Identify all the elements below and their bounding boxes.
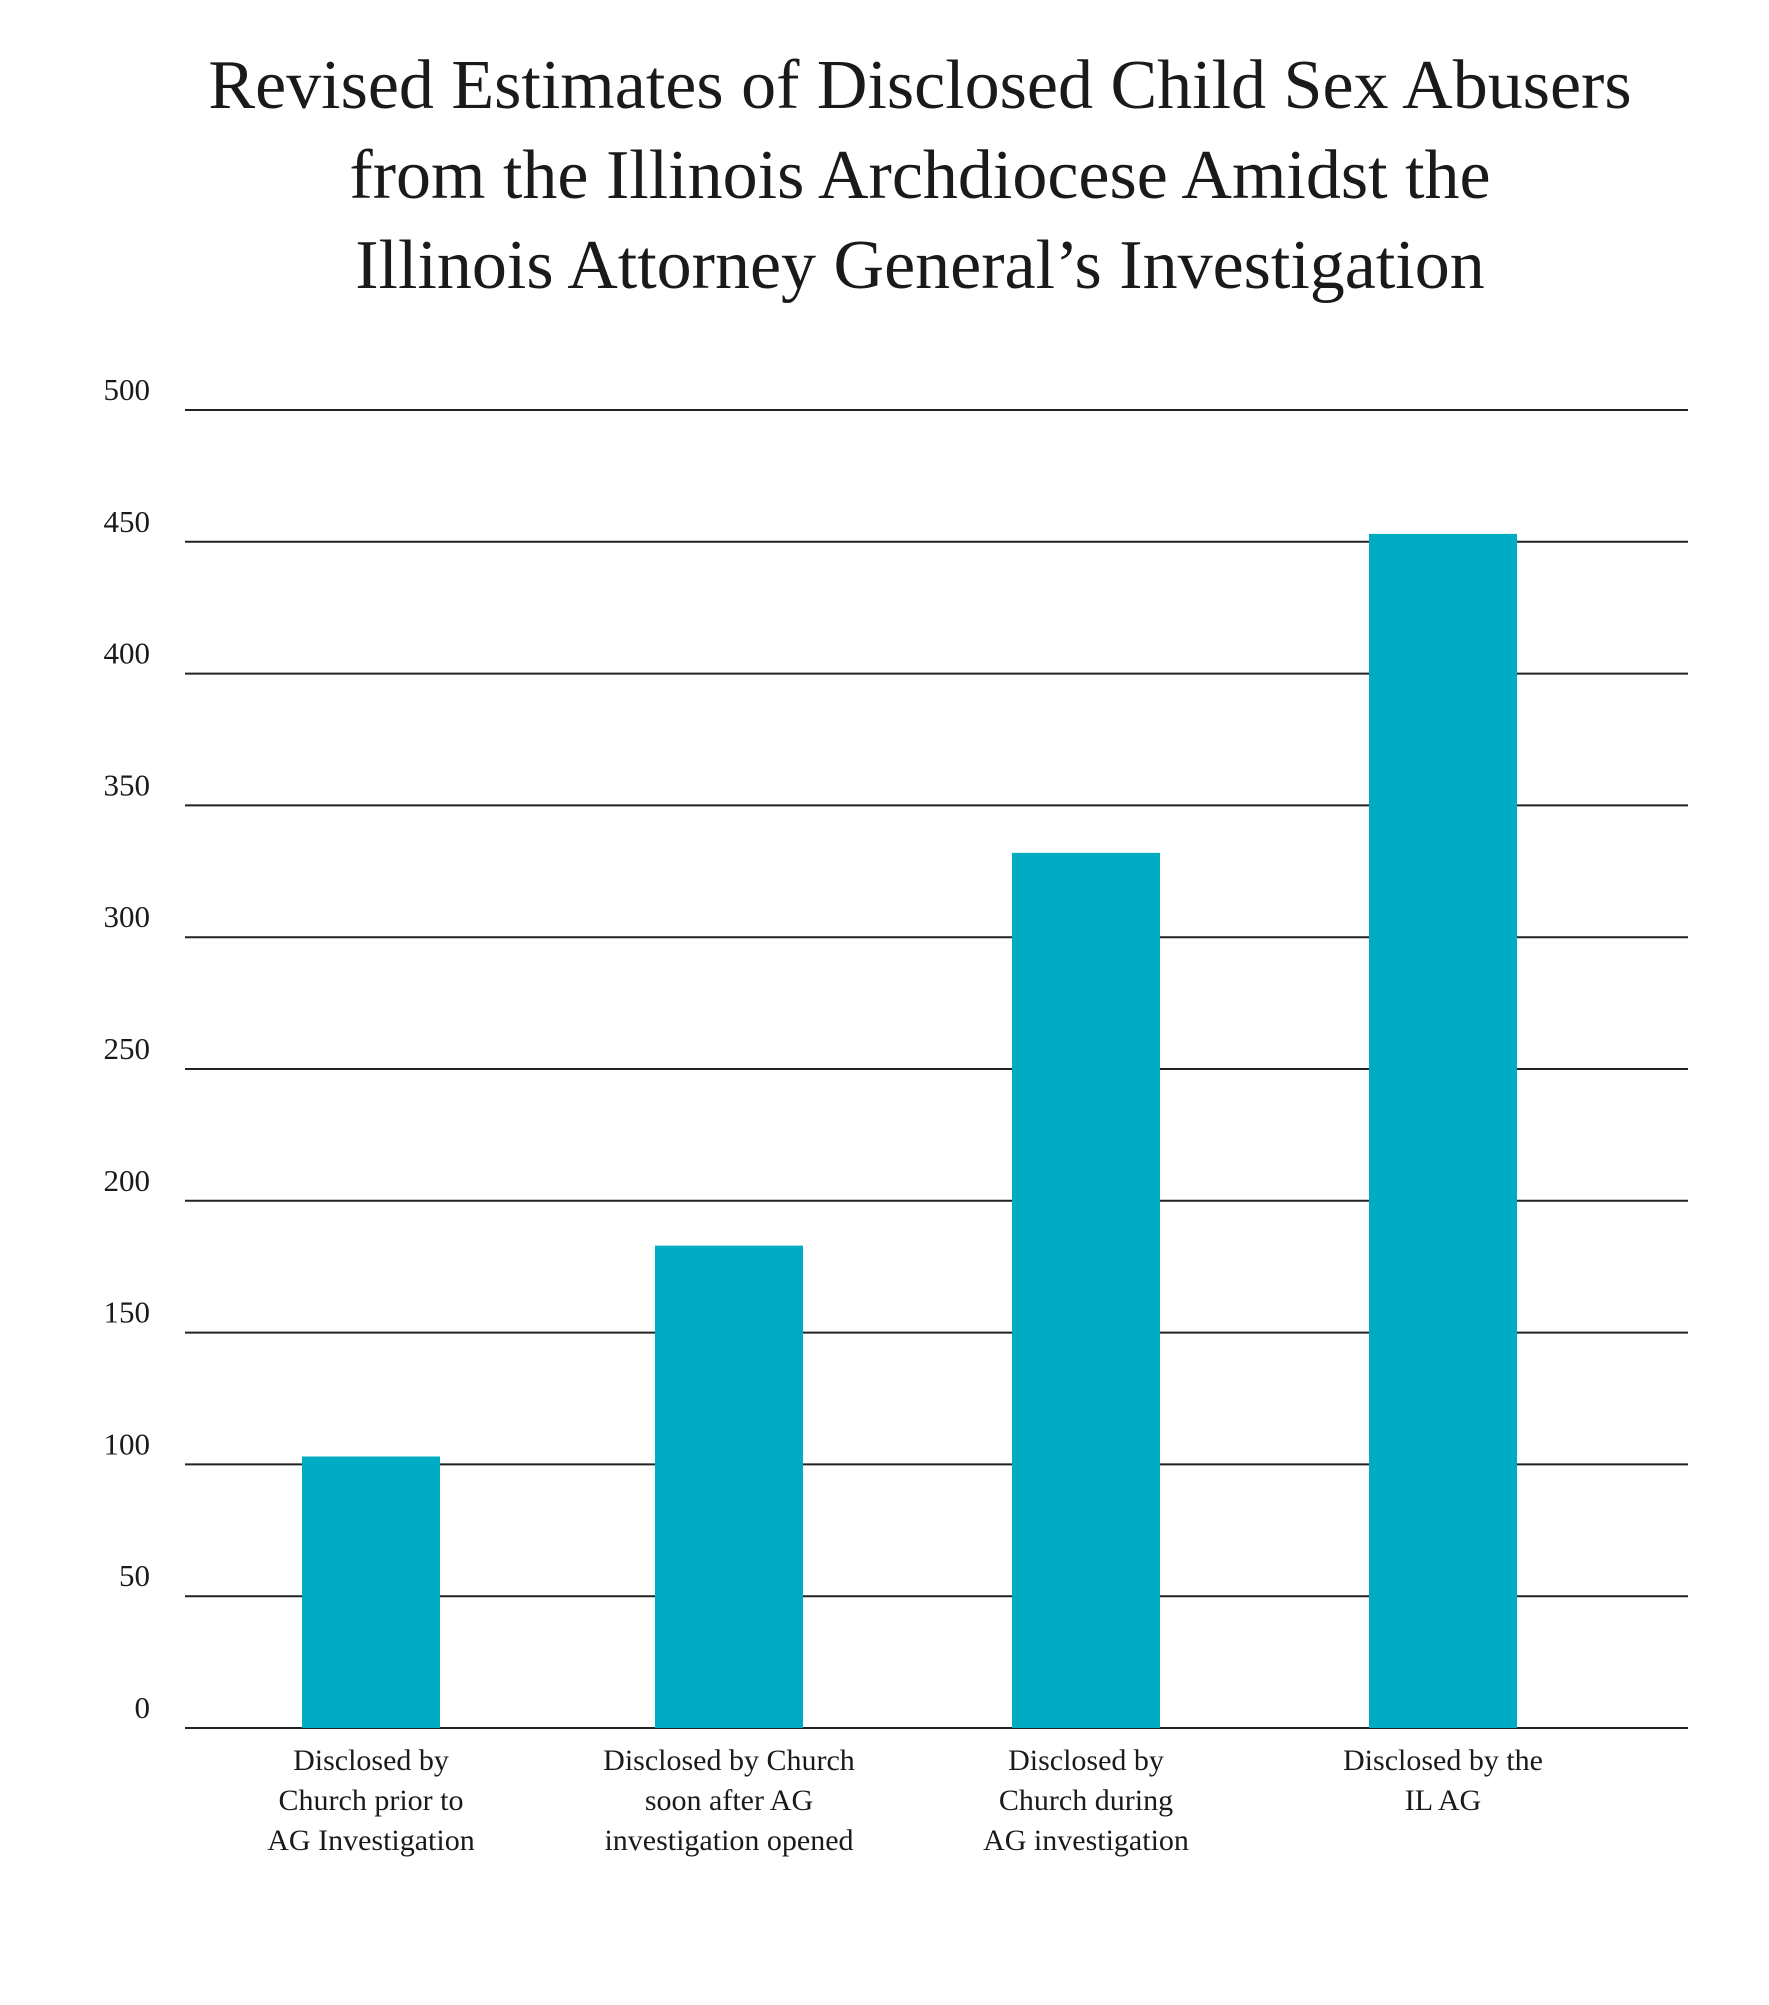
x-category-label-1: Disclosed by Church prior to AG Investigat… <box>267 1744 474 1857</box>
bar-1 <box>302 1456 440 1728</box>
x-category-label-2: Disclosed by Church soon after AG investig… <box>603 1744 855 1857</box>
y-tick-label-50: 50 <box>119 1558 150 1593</box>
x-category-label-3: Disclosed by Church during AG investigatio… <box>983 1744 1189 1857</box>
x-axis-categories: Disclosed by Church prior to AG Investigat… <box>267 1744 1543 1857</box>
y-axis-ticks: 0 50 100 150 200 250 300 350 400 450 500 <box>104 372 151 1725</box>
chart-title-line-1: Revised Estimates of Disclosed Child Sex… <box>208 47 1631 124</box>
y-tick-label-250: 250 <box>104 1031 151 1066</box>
x-category-label-4: Disclosed by the IL AG <box>1343 1744 1543 1817</box>
y-tick-label-450: 450 <box>104 504 151 539</box>
y-tick-label-500: 500 <box>104 372 151 407</box>
y-tick-label-150: 150 <box>104 1295 151 1330</box>
bars <box>302 533 1517 1728</box>
bar-2 <box>655 1245 803 1728</box>
y-tick-label-350: 350 <box>104 767 151 802</box>
chart-title-line-2: from the Illinois Archdiocese Amidst the <box>349 137 1490 214</box>
bar-3 <box>1012 852 1160 1728</box>
bar-4 <box>1369 533 1517 1728</box>
y-tick-label-300: 300 <box>104 899 151 934</box>
y-tick-label-400: 400 <box>104 636 151 671</box>
y-tick-label-100: 100 <box>104 1426 151 1461</box>
y-tick-label-200: 200 <box>104 1163 151 1198</box>
y-tick-label-0: 0 <box>135 1690 151 1725</box>
chart-title: Revised Estimates of Disclosed Child Sex… <box>208 47 1631 304</box>
chart-title-line-3: Illinois Attorney General’s Investigatio… <box>355 227 1485 304</box>
